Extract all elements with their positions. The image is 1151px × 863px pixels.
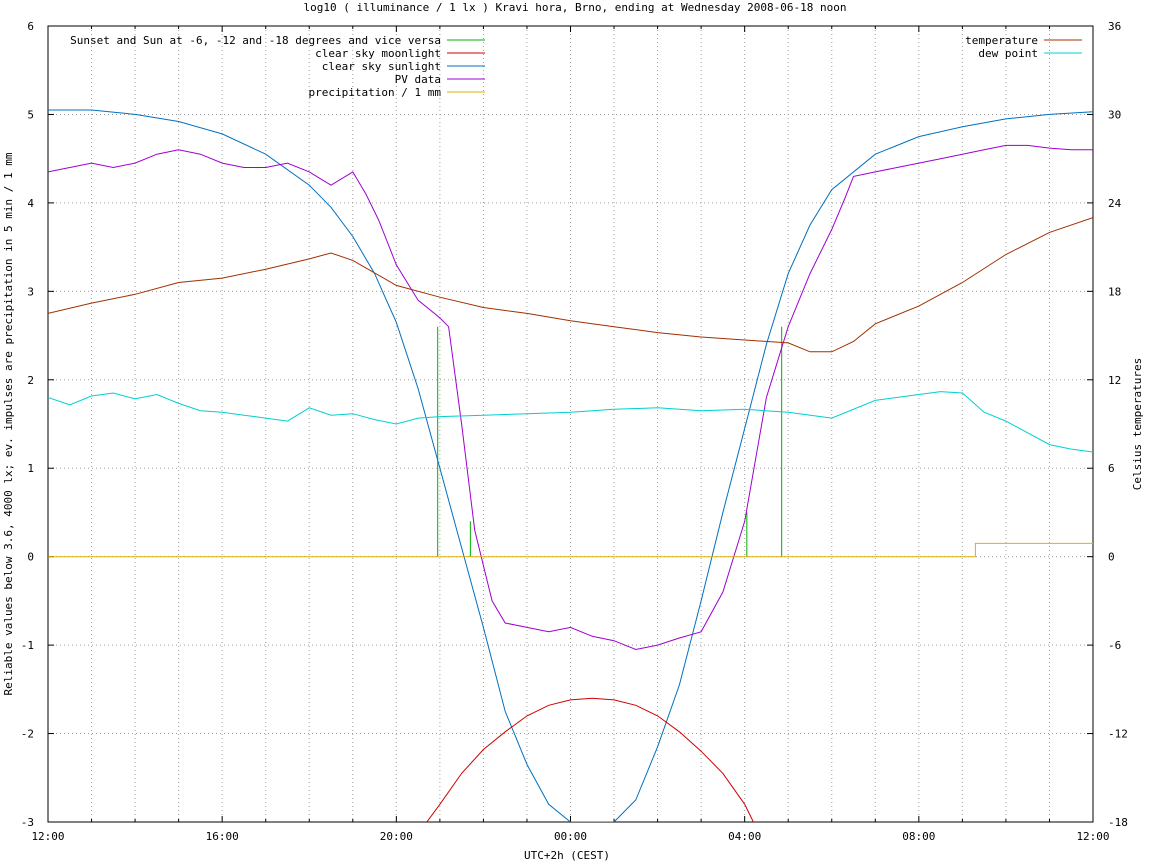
x-tick-label: 00:00: [554, 830, 587, 843]
legend-left-label: precipitation / 1 mm: [309, 86, 442, 99]
legend-left-label: clear sky moonlight: [315, 47, 441, 60]
legend: Sunset and Sun at -6, -12 and -18 degree…: [70, 34, 1082, 99]
x-tick-label: 12:00: [1076, 830, 1109, 843]
x-tick-label: 08:00: [902, 830, 935, 843]
legend-right-label: temperature: [965, 34, 1038, 47]
legend-right-label: dew point: [978, 47, 1038, 60]
y-axis-label: Reliable values below 3.6, 4000 lx; ev. …: [2, 152, 15, 695]
legend-left-label: PV data: [395, 73, 441, 86]
y2-tick-label: 30: [1108, 108, 1121, 121]
series-line-temperature: [48, 217, 1093, 353]
x-tick-label: 20:00: [380, 830, 413, 843]
y2-tick-label: 36: [1108, 20, 1121, 33]
y-tick-label: 0: [27, 551, 34, 564]
y2-tick-label: 0: [1108, 551, 1115, 564]
series-line-pv-data: [48, 144, 1093, 651]
y2-tick-label: 24: [1108, 197, 1122, 210]
x-axis-label: UTC+2h (CEST): [524, 849, 610, 862]
y-tick-label: 1: [27, 462, 34, 475]
x-tick-label: 16:00: [206, 830, 239, 843]
y-tick-label: -2: [21, 728, 34, 741]
y-tick-label: -1: [21, 639, 34, 652]
series-line-precipitation-1-mm: [48, 542, 1093, 558]
y-tick-label: 2: [27, 374, 34, 387]
y-tick-label: 4: [27, 197, 34, 210]
x-tick-label: 04:00: [728, 830, 761, 843]
y-tick-label: 3: [27, 285, 34, 298]
series-line-clear-sky-sunlight: [48, 109, 1093, 822]
y2-tick-label: 18: [1108, 285, 1121, 298]
series-line-dew-point: [48, 391, 1093, 453]
x-axis-ticks: 12:00 16:00 20:00 00:00 04:00 08:00 12:00: [31, 26, 1110, 843]
legend-left-label: Sunset and Sun at -6, -12 and -18 degree…: [70, 34, 441, 47]
y-tick-label: 5: [27, 108, 34, 121]
y-tick-label: 6: [27, 20, 34, 33]
y2-tick-label: 6: [1108, 462, 1115, 475]
y2-tick-label: 12: [1108, 374, 1121, 387]
y2-tick-label: -12: [1108, 728, 1128, 741]
series-line-clear-sky-moonlight: [426, 697, 754, 822]
series-group: [48, 109, 1093, 822]
y2-tick-label: -6: [1108, 639, 1121, 652]
legend-left-label: clear sky sunlight: [322, 60, 441, 73]
y-axis-ticks: -3 -2 -1 0 1 2 3 4 5 6: [21, 20, 54, 829]
grid: [48, 26, 1093, 822]
x-tick-label: 12:00: [31, 830, 64, 843]
y-tick-label: -3: [21, 816, 34, 829]
chart-title: log10 ( illuminance / 1 lx ) Kravi hora,…: [303, 1, 846, 14]
y2-axis-ticks: -18 -12 -6 0 6 12 18 24 30 36: [1087, 20, 1128, 829]
y2-tick-label: -18: [1108, 816, 1128, 829]
y2-axis-label: Celsius temperatures: [1131, 358, 1144, 490]
